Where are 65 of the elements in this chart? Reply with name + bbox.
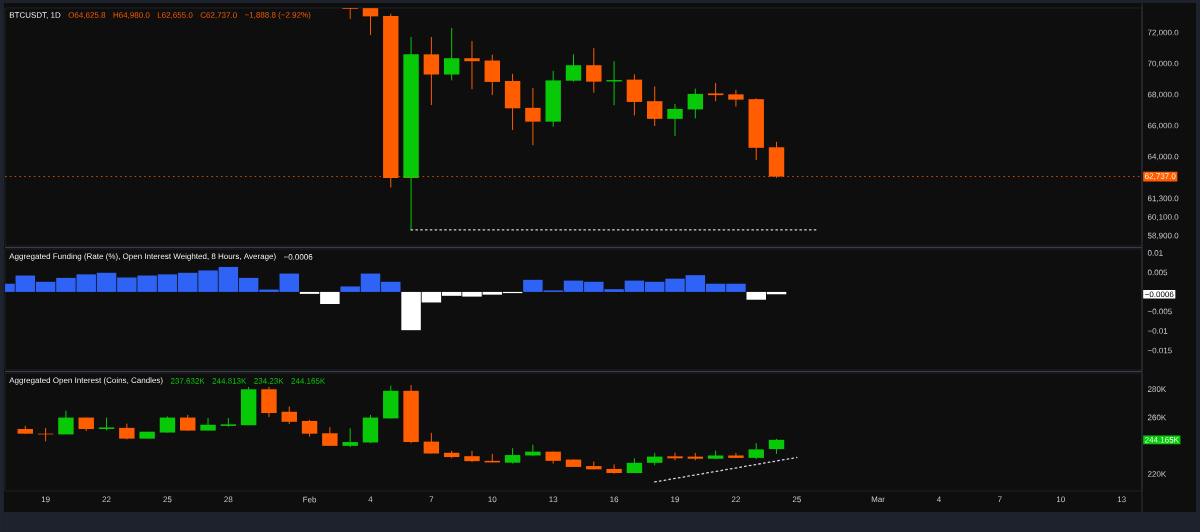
x-tick-label: 25: [792, 496, 801, 503]
chart-title: Aggregated Funding (Rate (%), Open Interest Weighted, 8 Hours, Average): [9, 253, 276, 261]
y-tick-label: 0.01: [1147, 250, 1163, 256]
annotation: 237.632K: [170, 378, 205, 384]
x-tick-label: 22: [731, 496, 740, 503]
annotation: 244.165K: [291, 378, 326, 384]
candlestick: [586, 47, 602, 94]
text: −0.0006: [1145, 291, 1174, 298]
x-tick-label: Feb: [303, 496, 317, 503]
annotation: O64,625.8: [68, 12, 106, 19]
x-tick-label: 13: [549, 496, 558, 503]
y-tick-label: 72,000.0: [1147, 29, 1179, 37]
y-tick-label: −0.01: [1147, 328, 1168, 334]
candlestick: [341, 7, 359, 20]
annotation: H64,980.0: [113, 12, 150, 19]
candlestick: [423, 36, 440, 106]
y-tick-label: 60,100.0: [1147, 214, 1179, 221]
candlestick: [687, 88, 704, 119]
y-tick-label: 280K: [1147, 386, 1167, 392]
annotation: L62,655.0: [157, 12, 193, 19]
candlestick: [484, 54, 500, 96]
y-tick-label: 260K: [1147, 414, 1167, 421]
candlestick: [626, 73, 643, 116]
candlestick: [647, 85, 663, 127]
x-tick-label: 19: [41, 496, 50, 503]
x-tick-label: 13: [1117, 496, 1126, 503]
x-tick-label: 4: [936, 496, 941, 503]
chart-title: Aggregated Open Interest (Coins, Candles): [9, 377, 163, 385]
annotation: −0.0006: [283, 254, 313, 260]
candlestick: [525, 87, 541, 146]
x-tick-label: 7: [998, 496, 1002, 503]
y-tick-label: 64,000.0: [1147, 153, 1179, 161]
candlestick: [464, 40, 480, 90]
candlestick: [443, 27, 460, 81]
y-tick-label: 61,300.0: [1147, 195, 1179, 203]
candlestick: [667, 103, 683, 137]
x-tick-label: 10: [488, 496, 497, 503]
x-tick-label: 19: [671, 496, 680, 503]
x-tick-label: 10: [1056, 496, 1065, 503]
candlestick: [728, 89, 744, 108]
y-tick-label: 220K: [1147, 471, 1167, 477]
y-tick-label: 70,000.0: [1147, 60, 1179, 68]
x-tick-label: 4: [368, 496, 373, 503]
y-tick-label: 0.005: [1147, 269, 1168, 276]
x-tick-label: 7: [429, 496, 434, 503]
y-tick-label: −0.005: [1147, 308, 1172, 315]
annotation: 234.23K: [254, 378, 284, 384]
x-tick-label: 28: [224, 496, 233, 503]
annotation: C62,737.0: [200, 12, 237, 19]
x-tick-label: Mar: [871, 496, 885, 503]
annotation: −1,888.8 (−2.92%): [244, 11, 311, 20]
y-tick-label: 66,000.0: [1147, 122, 1179, 130]
y-tick-label: 68,000.0: [1147, 91, 1179, 99]
x-tick-label: 22: [102, 496, 111, 503]
x-tick-label: 25: [163, 496, 172, 503]
ref-line-label: 62,737.0: [1145, 173, 1176, 180]
candlestick: [362, 7, 379, 36]
annotation: 244.813K: [212, 378, 247, 384]
x-tick-label: 16: [610, 496, 619, 503]
y-tick-label: −0.015: [1147, 347, 1172, 354]
text: 244.165K: [1145, 436, 1179, 443]
candlestick: [565, 53, 582, 83]
text: BTCUSDT, 1D: [9, 12, 61, 19]
candlestick: [707, 82, 724, 102]
y-tick-label: 58,900.0: [1147, 232, 1179, 240]
